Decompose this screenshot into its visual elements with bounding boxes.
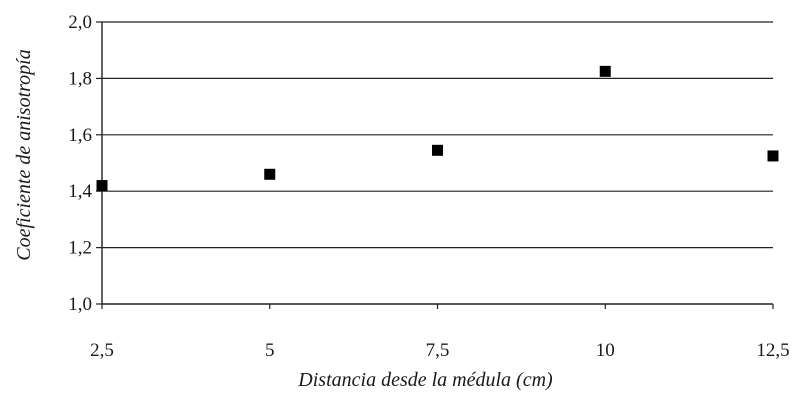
axes bbox=[96, 21, 774, 309]
data-point bbox=[96, 180, 108, 192]
x-tick-label: 10 bbox=[596, 340, 615, 361]
x-tick-label: 5 bbox=[265, 340, 275, 361]
x-tick-label: 2,5 bbox=[90, 340, 114, 361]
y-axis-title: Coeficiente de anisotropía bbox=[13, 49, 35, 260]
x-tick-labels: 2,5 5 7,5 10 12,5 bbox=[90, 340, 790, 361]
y-tick-label: 1,0 bbox=[68, 294, 92, 315]
y-tick-labels: 1,0 1,2 1,4 1,6 1,8 2,0 bbox=[68, 12, 92, 315]
y-tick-label: 1,2 bbox=[68, 238, 92, 259]
data-point bbox=[599, 65, 611, 77]
x-tick-label: 7,5 bbox=[426, 340, 450, 361]
y-tick-label: 1,6 bbox=[68, 125, 92, 146]
y-tick-label: 1,8 bbox=[68, 68, 92, 89]
data-point bbox=[767, 150, 779, 162]
x-tick-label: 12,5 bbox=[756, 340, 789, 361]
y-tick-label: 2,0 bbox=[68, 12, 92, 33]
data-points bbox=[96, 65, 779, 192]
data-point bbox=[264, 168, 276, 180]
y-tick-label: 1,4 bbox=[68, 181, 92, 202]
x-axis-title: Distancia desde la médula (cm) bbox=[297, 369, 553, 391]
gridlines bbox=[102, 21, 773, 249]
data-point bbox=[432, 144, 443, 156]
